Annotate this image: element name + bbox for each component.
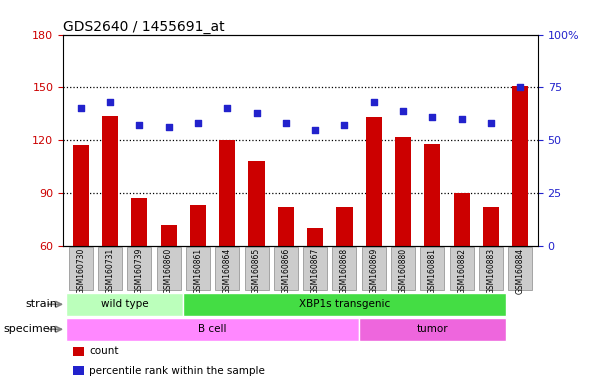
Text: GSM160866: GSM160866: [281, 248, 290, 294]
Bar: [73, 366, 85, 375]
FancyBboxPatch shape: [479, 247, 503, 290]
Bar: [424, 144, 441, 246]
FancyBboxPatch shape: [391, 247, 415, 290]
Text: GSM160867: GSM160867: [311, 248, 320, 294]
FancyBboxPatch shape: [98, 247, 122, 290]
FancyBboxPatch shape: [332, 247, 356, 290]
Bar: [73, 347, 85, 356]
Text: GSM160868: GSM160868: [340, 248, 349, 294]
Text: percentile rank within the sample: percentile rank within the sample: [89, 366, 265, 376]
Text: XBP1s transgenic: XBP1s transgenic: [299, 299, 390, 310]
Point: [105, 99, 115, 105]
Text: GSM160865: GSM160865: [252, 248, 261, 294]
Text: GSM160869: GSM160869: [369, 248, 378, 294]
Text: GSM160880: GSM160880: [398, 248, 407, 294]
FancyBboxPatch shape: [420, 247, 444, 290]
Text: B cell: B cell: [198, 324, 227, 334]
Point: [516, 84, 525, 91]
Point: [76, 106, 85, 112]
FancyBboxPatch shape: [362, 247, 386, 290]
Point: [281, 120, 291, 126]
Point: [222, 106, 232, 112]
Bar: [307, 228, 323, 246]
Bar: [278, 207, 294, 246]
Text: GSM160884: GSM160884: [516, 248, 525, 294]
Text: GSM160881: GSM160881: [428, 248, 437, 294]
FancyBboxPatch shape: [245, 247, 269, 290]
Text: GSM160864: GSM160864: [223, 248, 232, 294]
Text: GSM160883: GSM160883: [486, 248, 495, 294]
Point: [310, 127, 320, 133]
Text: tumor: tumor: [416, 324, 448, 334]
FancyBboxPatch shape: [69, 247, 93, 290]
Text: GDS2640 / 1455691_at: GDS2640 / 1455691_at: [63, 20, 225, 33]
FancyBboxPatch shape: [66, 318, 359, 341]
Bar: [248, 161, 264, 246]
Text: GSM160861: GSM160861: [194, 248, 203, 294]
Point: [164, 124, 174, 131]
Bar: [73, 146, 89, 246]
FancyBboxPatch shape: [508, 247, 532, 290]
Bar: [483, 207, 499, 246]
Point: [457, 116, 466, 122]
FancyBboxPatch shape: [66, 293, 183, 316]
FancyBboxPatch shape: [274, 247, 298, 290]
Text: GSM160731: GSM160731: [106, 248, 115, 294]
Bar: [160, 225, 177, 246]
Text: GSM160882: GSM160882: [457, 248, 466, 294]
Text: GSM160730: GSM160730: [76, 248, 85, 294]
Bar: [337, 207, 353, 246]
Text: wild type: wild type: [101, 299, 148, 310]
Point: [193, 120, 203, 126]
Bar: [366, 117, 382, 246]
Bar: [102, 116, 118, 246]
FancyBboxPatch shape: [157, 247, 181, 290]
FancyBboxPatch shape: [186, 247, 210, 290]
Point: [427, 114, 437, 120]
Point: [486, 120, 496, 126]
FancyBboxPatch shape: [359, 318, 505, 341]
Text: count: count: [89, 346, 119, 356]
Bar: [454, 193, 470, 246]
Bar: [131, 198, 147, 246]
FancyBboxPatch shape: [303, 247, 327, 290]
FancyBboxPatch shape: [450, 247, 474, 290]
FancyBboxPatch shape: [183, 293, 505, 316]
Point: [135, 122, 144, 129]
Bar: [190, 205, 206, 246]
Point: [398, 108, 408, 114]
FancyBboxPatch shape: [127, 247, 151, 290]
Text: strain: strain: [25, 299, 57, 310]
Point: [369, 99, 379, 105]
FancyBboxPatch shape: [215, 247, 239, 290]
Point: [252, 110, 261, 116]
Bar: [512, 86, 528, 246]
Bar: [219, 140, 235, 246]
Text: specimen: specimen: [4, 324, 57, 334]
Point: [340, 122, 349, 129]
Bar: [395, 137, 411, 246]
Text: GSM160860: GSM160860: [164, 248, 173, 294]
Text: GSM160739: GSM160739: [135, 248, 144, 294]
